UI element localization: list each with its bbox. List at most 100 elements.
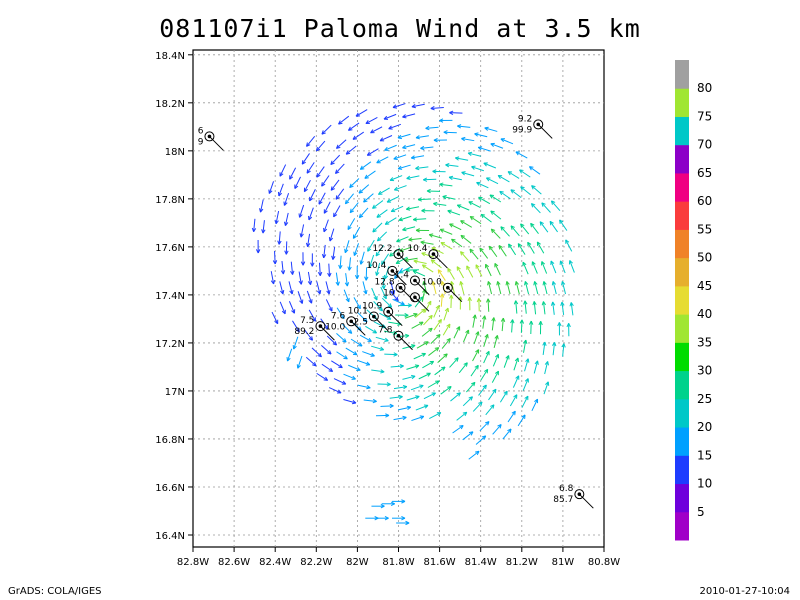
wind-arrow — [500, 317, 506, 332]
wind-arrow — [326, 335, 338, 346]
wind-arrow — [452, 424, 464, 434]
station-label-top: 12.2 — [372, 244, 392, 254]
wind-arrow — [472, 314, 477, 328]
wind-arrow — [398, 303, 412, 308]
wind-arrow — [550, 200, 561, 212]
wind-arrow — [469, 248, 479, 260]
wind-arrow — [461, 171, 475, 177]
x-tick-label: 81W — [552, 557, 575, 568]
colorbar-swatch — [675, 201, 689, 230]
footer-timestamp: 2010-01-27-10:04 — [699, 586, 790, 597]
station-barb — [350, 320, 366, 336]
wind-arrow — [325, 299, 333, 312]
wind-arrow — [445, 163, 459, 168]
wind-arrow — [449, 294, 454, 309]
wind-arrow — [406, 395, 420, 401]
wind-arrow — [488, 388, 497, 401]
wind-arrow — [376, 156, 389, 164]
wind-arrow — [388, 123, 402, 130]
wind-arrow — [465, 381, 476, 393]
wind-arrow — [292, 320, 300, 333]
wind-arrow — [434, 366, 446, 376]
wind-arrow — [368, 254, 375, 268]
colorbar-label: 80 — [697, 81, 712, 95]
wind-arrow — [303, 179, 311, 193]
x-tick-label: 82.8W — [177, 557, 209, 568]
wind-arrow — [459, 281, 465, 295]
station-marker — [574, 489, 585, 500]
wind-arrow — [455, 156, 469, 161]
wind-arrow — [300, 252, 306, 266]
wind-arrow — [499, 190, 511, 200]
wind-arrow — [383, 113, 397, 120]
wind-arrow — [402, 344, 416, 350]
wind-arrow — [485, 404, 495, 416]
wind-arrow — [384, 217, 397, 225]
wind-arrow — [296, 355, 303, 369]
wind-arrow — [375, 413, 390, 418]
wind-arrow — [402, 226, 416, 232]
wind-arrow — [557, 322, 562, 336]
wind-arrow — [362, 351, 375, 357]
wind-arrow — [487, 281, 493, 295]
wind-arrow — [375, 262, 381, 276]
station-marker — [428, 249, 439, 260]
wind-arrow — [478, 196, 491, 205]
wind-arrow — [566, 323, 571, 337]
station-barb — [447, 287, 463, 303]
wind-arrow — [389, 394, 403, 400]
wind-arrow — [272, 250, 278, 265]
wind-arrow — [544, 361, 550, 375]
wind-arrow — [268, 181, 275, 194]
wind-arrow — [482, 315, 487, 329]
wind-arrow — [323, 201, 331, 214]
wind-arrow — [380, 403, 394, 409]
station-barb — [398, 253, 413, 269]
wind-arrow — [536, 241, 545, 254]
wind-arrow — [500, 138, 514, 145]
wind-arrow — [375, 336, 389, 343]
wind-arrow — [549, 220, 558, 233]
wind-arrow — [462, 396, 473, 407]
wind-arrow — [347, 257, 352, 271]
y-tick-label: 17.8N — [155, 195, 185, 206]
wind-arrow — [393, 185, 407, 191]
wind-arrow — [359, 161, 372, 170]
wind-arrow — [396, 520, 410, 526]
y-tick-label: 18N — [165, 147, 185, 158]
wind-arrow — [538, 321, 543, 335]
colorbar-label: 40 — [697, 307, 712, 321]
wind-arrow — [381, 275, 386, 290]
wind-arrow — [416, 341, 429, 349]
wind-arrow — [499, 390, 508, 403]
wind-arrow — [533, 281, 539, 295]
wind-arrow — [512, 375, 520, 388]
wind-arrow — [372, 200, 384, 209]
wind-arrow — [510, 225, 520, 237]
wind-arrow — [280, 261, 286, 275]
wind-arrow — [366, 148, 379, 156]
station-barb — [387, 311, 403, 327]
wind-arrow — [449, 357, 459, 368]
wind-arrow — [423, 392, 436, 400]
wind-arrow — [376, 209, 388, 218]
wind-arrow — [392, 298, 405, 306]
wind-arrow — [277, 183, 284, 197]
colorbar-swatch — [675, 455, 689, 485]
wind-arrow — [439, 228, 453, 235]
wind-arrow — [489, 194, 502, 203]
wind-arrow — [367, 239, 375, 252]
wind-arrow — [524, 358, 530, 372]
wind-arrow — [528, 320, 534, 335]
wind-arrow — [490, 142, 504, 149]
wind-arrow — [344, 193, 355, 205]
station-barb — [373, 316, 389, 331]
wind-arrow — [531, 185, 542, 195]
wind-arrow — [449, 110, 463, 115]
station-marker — [204, 131, 215, 142]
wind-arrow — [376, 231, 388, 242]
colorbar-label: 15 — [697, 448, 712, 462]
station-marker — [368, 311, 379, 322]
wind-arrow — [531, 398, 539, 412]
wind-arrow — [478, 384, 487, 396]
